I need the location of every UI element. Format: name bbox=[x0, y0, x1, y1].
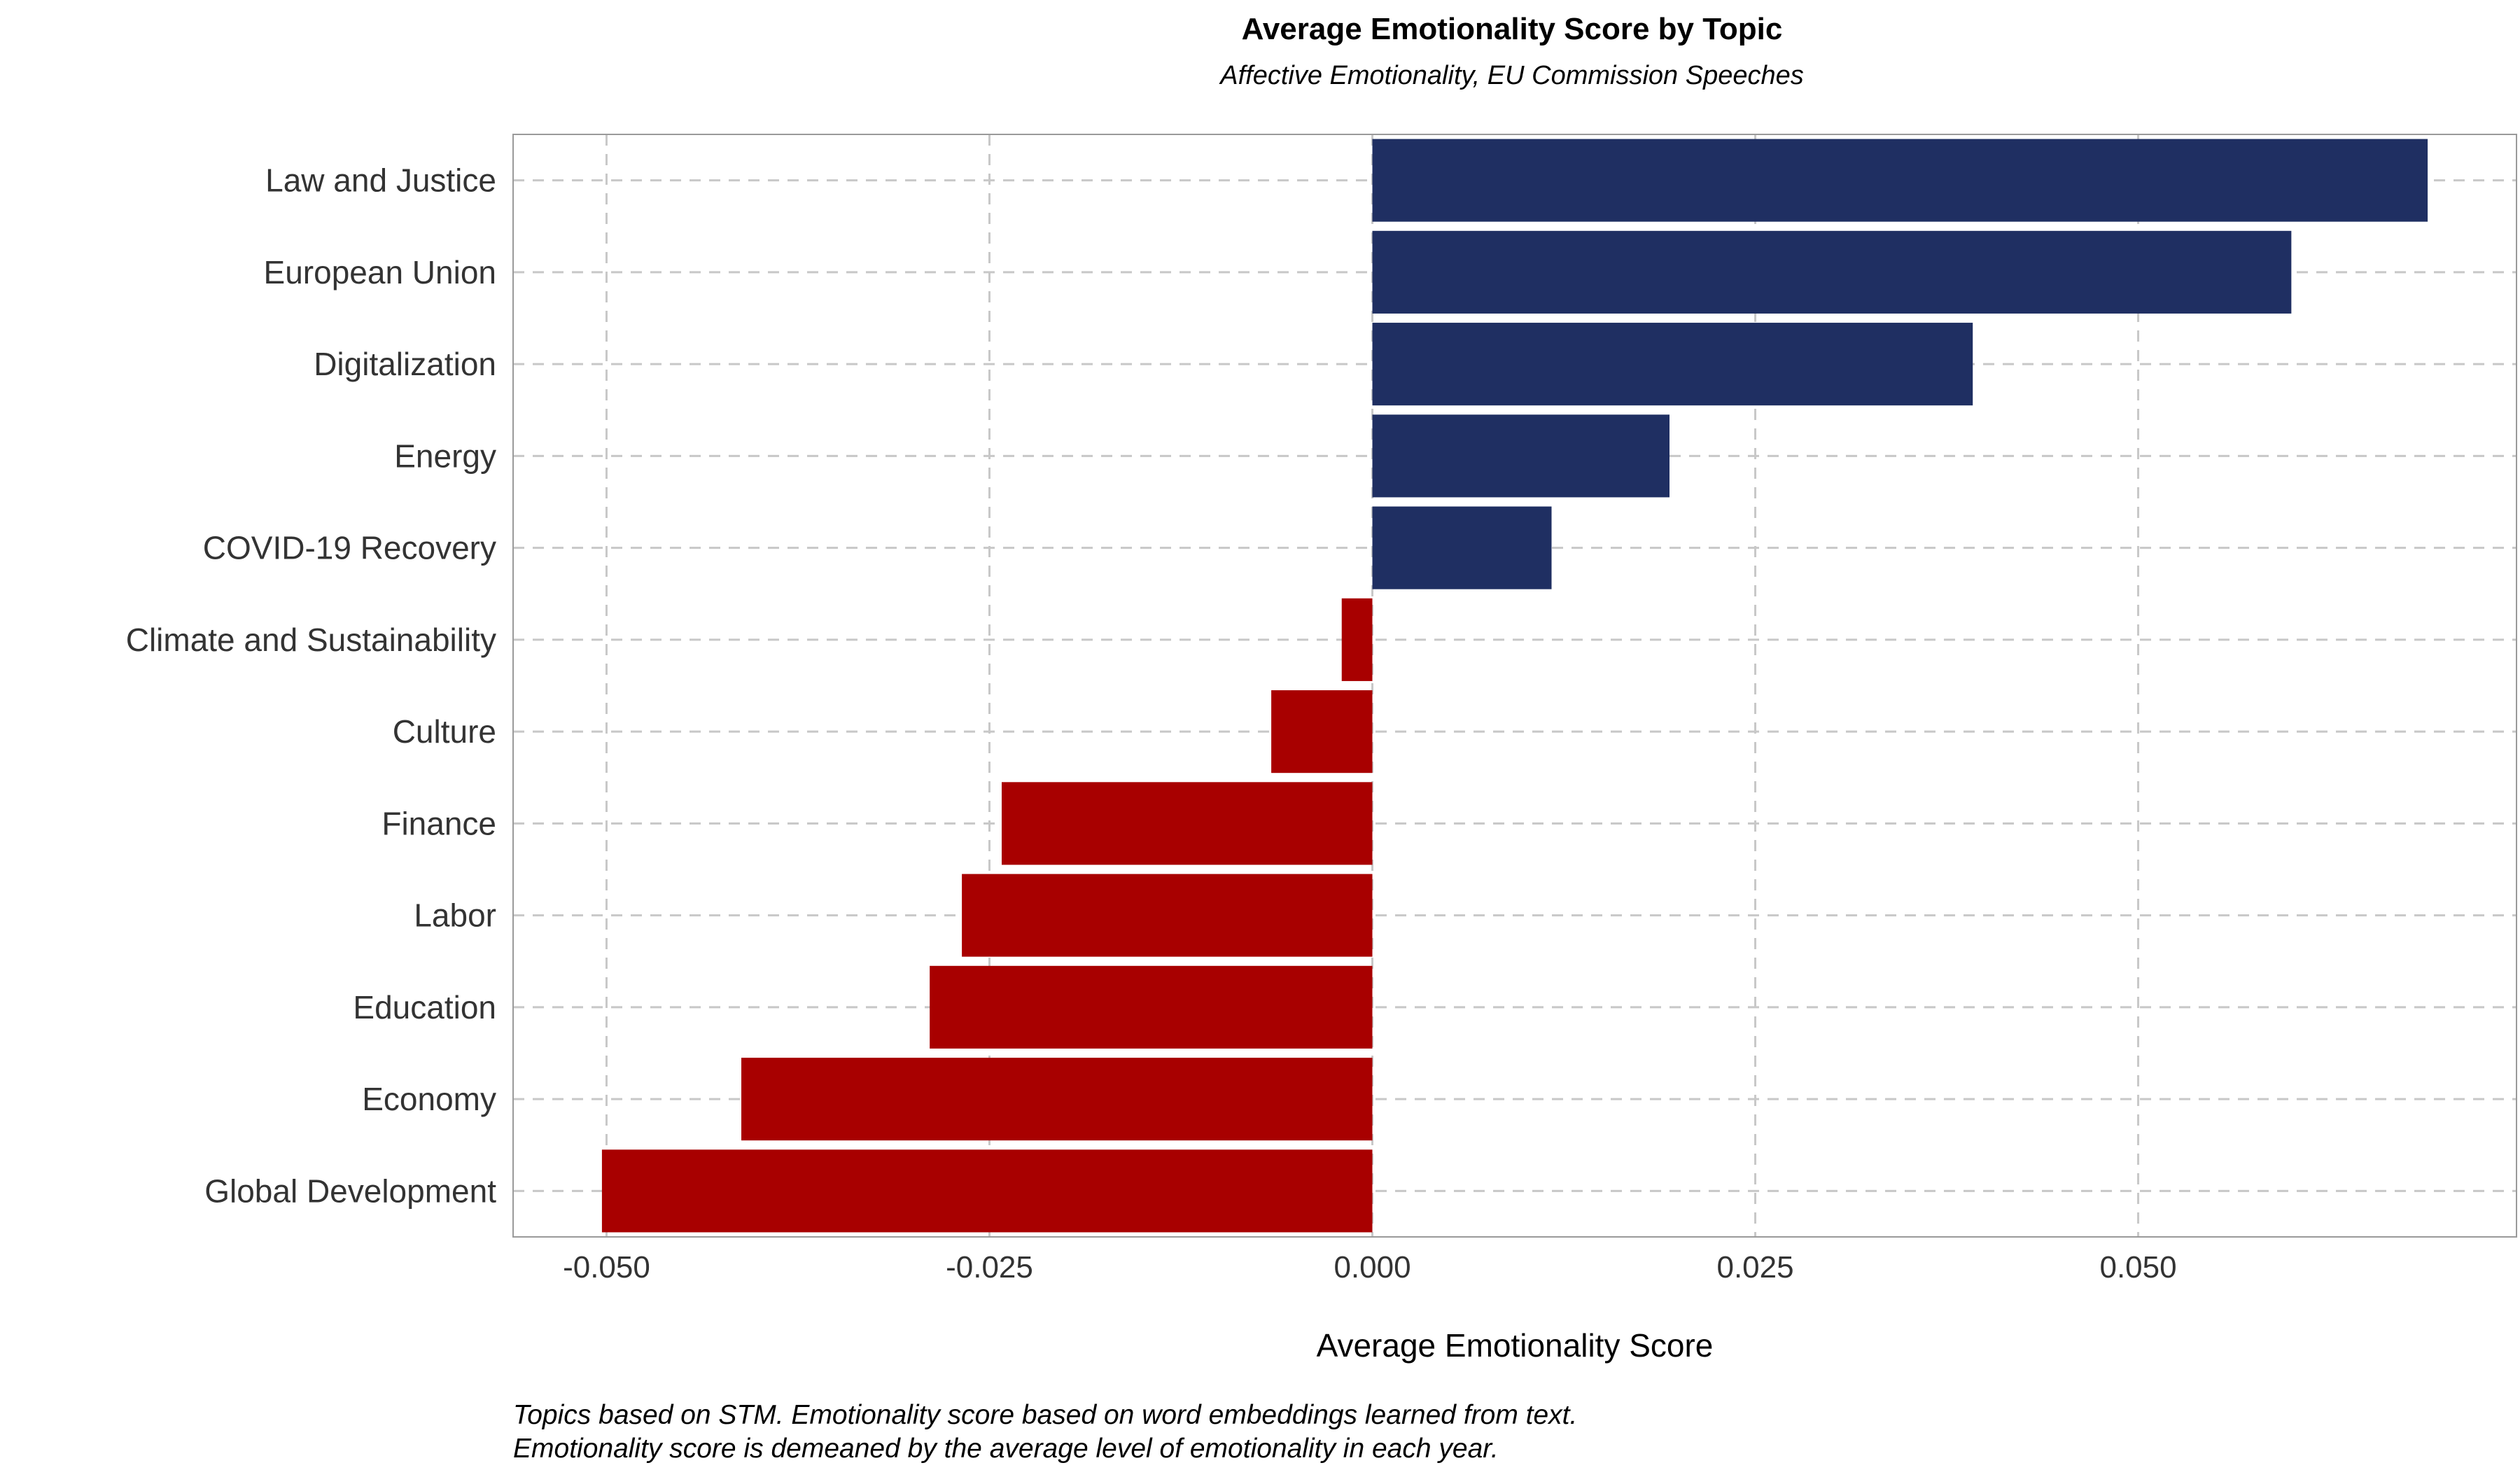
y-tick-label: Energy bbox=[394, 438, 496, 474]
y-tick-label: Digitalization bbox=[314, 346, 496, 382]
bar-european-union bbox=[1372, 230, 2292, 314]
caption-line-1: Topics based on STM. Emotionality score … bbox=[513, 1400, 1577, 1430]
bar-labor bbox=[962, 874, 1373, 957]
bar-global-development bbox=[601, 1149, 1373, 1233]
y-tick-label: Climate and Sustainability bbox=[126, 622, 496, 658]
x-tick-label: -0.050 bbox=[563, 1250, 650, 1284]
y-tick-label: European Union bbox=[264, 254, 496, 290]
bar-climate-and-sustainability bbox=[1341, 598, 1373, 681]
y-tick-label: Education bbox=[353, 989, 496, 1026]
plot-panel-border bbox=[512, 134, 2517, 1238]
x-tick-label: 0.025 bbox=[1716, 1250, 1793, 1284]
bar-finance bbox=[1001, 782, 1373, 865]
x-axis-tick-labels: -0.050 -0.025 0.000 0.025 0.050 bbox=[563, 1250, 2177, 1284]
bars bbox=[601, 139, 2428, 1233]
y-axis-tick-labels: Law and Justice European Union Digitalizat… bbox=[126, 162, 496, 1210]
y-tick-label: Global Development bbox=[204, 1172, 496, 1209]
y-tick-label: Finance bbox=[382, 805, 496, 841]
bar-education bbox=[930, 965, 1373, 1049]
chart-subtitle: Affective Emotionality, EU Commission Sp… bbox=[1219, 61, 1804, 90]
x-tick-label: 0.050 bbox=[2099, 1250, 2176, 1284]
bar-digitalization bbox=[1372, 323, 1973, 406]
bar-law-and-justice bbox=[1372, 139, 2428, 222]
x-tick-label: 0.000 bbox=[1334, 1250, 1410, 1284]
x-tick-label: -0.025 bbox=[946, 1250, 1033, 1284]
y-tick-label: Law and Justice bbox=[265, 162, 496, 199]
x-axis-title: Average Emotionality Score bbox=[1317, 1327, 1714, 1364]
caption-line-2: Emotionality score is demeaned by the av… bbox=[513, 1434, 1499, 1464]
bar-culture bbox=[1271, 690, 1373, 774]
y-tick-label: COVID-19 Recovery bbox=[203, 530, 496, 566]
bar-economy bbox=[741, 1058, 1373, 1141]
y-tick-label: Labor bbox=[414, 897, 496, 934]
y-tick-label: Economy bbox=[362, 1081, 496, 1117]
bar-covid-19-recovery bbox=[1372, 506, 1552, 589]
chart-title: Average Emotionality Score by Topic bbox=[1242, 12, 1783, 46]
bar-energy bbox=[1372, 414, 1670, 498]
y-tick-label: Culture bbox=[393, 713, 496, 750]
